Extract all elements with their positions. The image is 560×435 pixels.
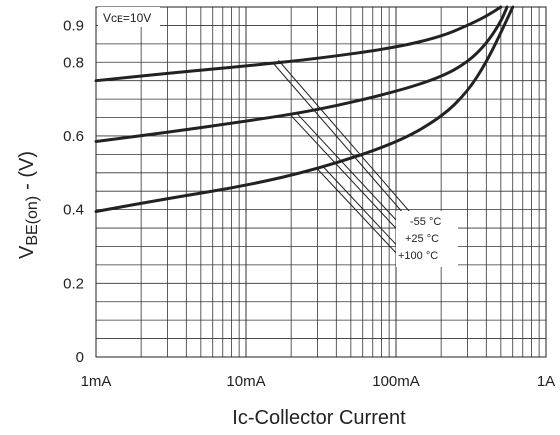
condition-label: Vᴄᴇ=10V — [103, 11, 151, 25]
y-tick-label: 0.8 — [63, 54, 84, 71]
y-tick-label: 0.9 — [63, 17, 84, 34]
y-tick-label: 0 — [76, 349, 84, 366]
x-axis-title: Ic-Collector Current — [232, 407, 406, 429]
annotation-leaders — [272, 59, 417, 256]
leader-line — [317, 168, 399, 256]
x-tick-label: 10mA — [226, 373, 265, 390]
x-tick-label: 1A — [537, 373, 555, 390]
leader-line — [272, 61, 411, 222]
series-line-0 — [94, 5, 503, 83]
x-tick-label: 100mA — [372, 373, 420, 390]
y-tick-labels: 0 0.2 0.4 0.6 0.8 0.9 — [63, 17, 84, 366]
curve-label-box — [396, 211, 458, 267]
y-axis-title: VBE(on)- (V) — [16, 151, 41, 259]
condition-box — [98, 7, 160, 27]
y-tick-label: 0.4 — [63, 202, 84, 219]
y-tick-label: 0.6 — [63, 128, 84, 145]
curves — [94, 5, 515, 213]
y-tick-label: 0.2 — [63, 275, 84, 292]
label-plus100: +100 °C — [398, 250, 438, 262]
series-line-1 — [94, 5, 509, 143]
label-minus55: -55 °C — [410, 216, 441, 228]
x-tick-labels: 1mA 10mA 100mA 1A — [81, 373, 556, 390]
curve-labels: -55 °C +25 °C +100 °C — [396, 211, 458, 267]
leader-line — [290, 115, 406, 239]
label-plus25: +25 °C — [405, 233, 439, 245]
series-line-2 — [94, 5, 515, 213]
leader-line-edge — [323, 166, 405, 254]
x-tick-label: 1mA — [81, 373, 112, 390]
plot-frame — [95, 6, 547, 358]
leader-line-edge — [296, 113, 412, 237]
grid — [95, 7, 546, 357]
leader-line-edge — [278, 59, 417, 220]
